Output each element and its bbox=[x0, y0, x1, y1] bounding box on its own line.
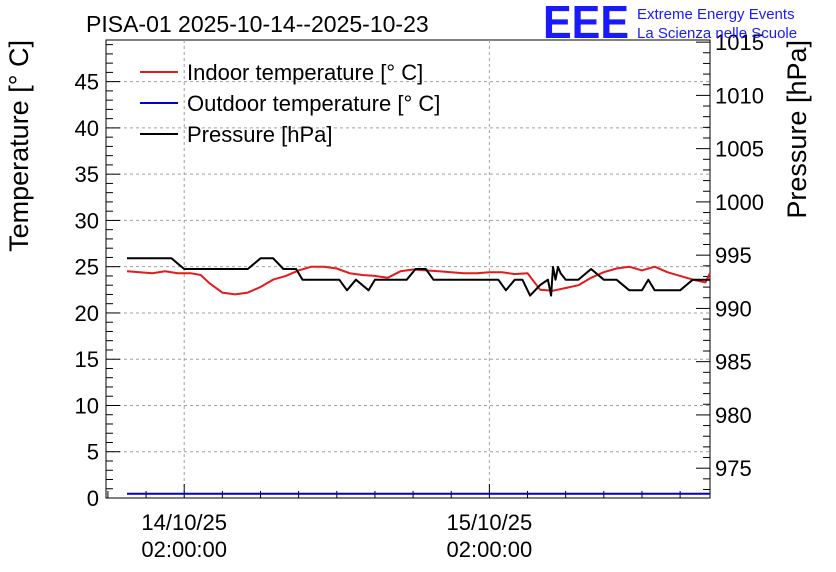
y2-tick-label: 1010 bbox=[715, 83, 764, 108]
y-tick-label: 10 bbox=[75, 393, 99, 418]
org-name-line1: Extreme Energy Events bbox=[637, 6, 795, 23]
y2-tick-label: 990 bbox=[715, 296, 752, 321]
y-tick-label: 35 bbox=[75, 162, 99, 187]
org-name-line2: La Scienza nelle Scuole bbox=[637, 25, 797, 42]
x-tick-date: 15/10/25 bbox=[447, 510, 533, 535]
y2-tick-label: 1015 bbox=[715, 30, 764, 55]
y2-tick-label: 1000 bbox=[715, 190, 764, 215]
y-tick-label: 15 bbox=[75, 347, 99, 372]
y-tick-label: 0 bbox=[87, 486, 99, 511]
legend-label-indoor: Indoor temperature [° C] bbox=[187, 60, 423, 85]
y2-axis-label: Pressure [hPa] bbox=[782, 40, 812, 219]
y2-tick-label: 995 bbox=[715, 243, 752, 268]
y2-tick-label: 975 bbox=[715, 456, 752, 481]
y2-tick-label: 1005 bbox=[715, 137, 764, 162]
series-indoor-temperature bbox=[126, 265, 711, 296]
chart-title: PISA-01 2025-10-14--2025-10-23 bbox=[86, 11, 429, 37]
plot-frame bbox=[105, 39, 711, 499]
eee-logo: EEE Extreme Energy Events La Scienza nel… bbox=[543, 0, 797, 48]
eee-logo-text: EEE bbox=[543, 0, 629, 48]
y-tick-label: 25 bbox=[75, 255, 99, 280]
y-tick-label: 20 bbox=[75, 301, 99, 326]
y2-tick-label: 985 bbox=[715, 350, 752, 375]
y-tick-label: 40 bbox=[75, 116, 99, 141]
legend-label-outdoor: Outdoor temperature [° C] bbox=[187, 91, 440, 116]
series-pressure bbox=[127, 257, 710, 297]
plot-frame-group bbox=[105, 39, 711, 499]
y-tick-label: 30 bbox=[75, 208, 99, 233]
y-tick-label: 45 bbox=[75, 70, 99, 95]
y-tick-label: 5 bbox=[87, 440, 99, 465]
y-axis-label: Temperature [° C] bbox=[4, 40, 34, 252]
y2-tick-label: 980 bbox=[715, 403, 752, 428]
x-tick-date: 14/10/25 bbox=[141, 510, 227, 535]
legend: Indoor temperature [° C] Outdoor tempera… bbox=[140, 60, 440, 147]
x-tick-time: 02:00:00 bbox=[141, 537, 227, 562]
series-layer bbox=[126, 257, 711, 495]
legend-label-pressure: Pressure [hPa] bbox=[187, 122, 333, 147]
x-tick-time: 02:00:00 bbox=[447, 537, 533, 562]
